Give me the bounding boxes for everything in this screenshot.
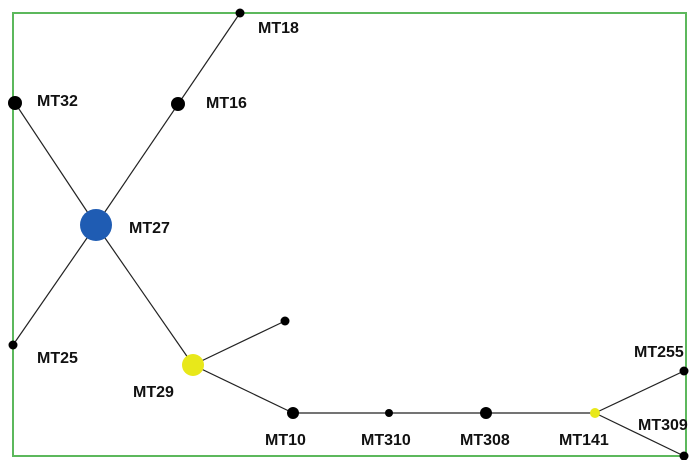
edge-mt29-u1 — [192, 320, 286, 366]
node-mt25[interactable] — [8, 340, 18, 350]
edge-mt27-mt25 — [12, 224, 97, 346]
node-mt308[interactable] — [480, 407, 492, 419]
node-label-mt29: MT29 — [133, 384, 174, 401]
node-label-mt255: MT255 — [634, 344, 684, 361]
node-label-mt16: MT16 — [206, 95, 247, 112]
node-mt255[interactable] — [679, 366, 689, 376]
node-label-mt10: MT10 — [265, 432, 306, 449]
edge-mt29-mt10 — [192, 364, 294, 414]
edge-layer — [12, 12, 685, 457]
node-label-mt308: MT308 — [460, 432, 510, 449]
node-mt310[interactable] — [385, 409, 393, 417]
node-mt10[interactable] — [287, 407, 299, 419]
node-label-mt27: MT27 — [129, 220, 170, 237]
node-mt141[interactable] — [590, 408, 600, 418]
node-mt32[interactable] — [8, 96, 22, 110]
node-mt16[interactable] — [171, 97, 185, 111]
node-label-mt310: MT310 — [361, 432, 411, 449]
node-label-mt25: MT25 — [37, 350, 78, 367]
edge-mt141-mt309 — [594, 412, 685, 457]
node-label-mt141: MT141 — [559, 432, 609, 449]
node-layer — [8, 8, 689, 460]
node-mt309[interactable] — [679, 451, 689, 460]
edge-mt27-mt32 — [14, 102, 97, 226]
node-label-mt32: MT32 — [37, 93, 78, 110]
node-u1[interactable] — [280, 316, 290, 326]
edge-mt141-mt255 — [594, 370, 685, 414]
diagram-frame — [12, 12, 687, 457]
node-mt29[interactable] — [182, 354, 204, 376]
node-label-mt309: MT309 — [638, 417, 688, 434]
edge-mt27-mt18 — [95, 12, 241, 226]
edge-mt27-mt29 — [95, 224, 194, 366]
node-mt18[interactable] — [235, 8, 245, 18]
node-mt27[interactable] — [80, 209, 112, 241]
node-label-mt18: MT18 — [258, 20, 299, 37]
label-layer: MT18 MT32 MT16 MT27 MT25 MT29 MT10 MT310 MT308 MT… — [37, 20, 688, 449]
